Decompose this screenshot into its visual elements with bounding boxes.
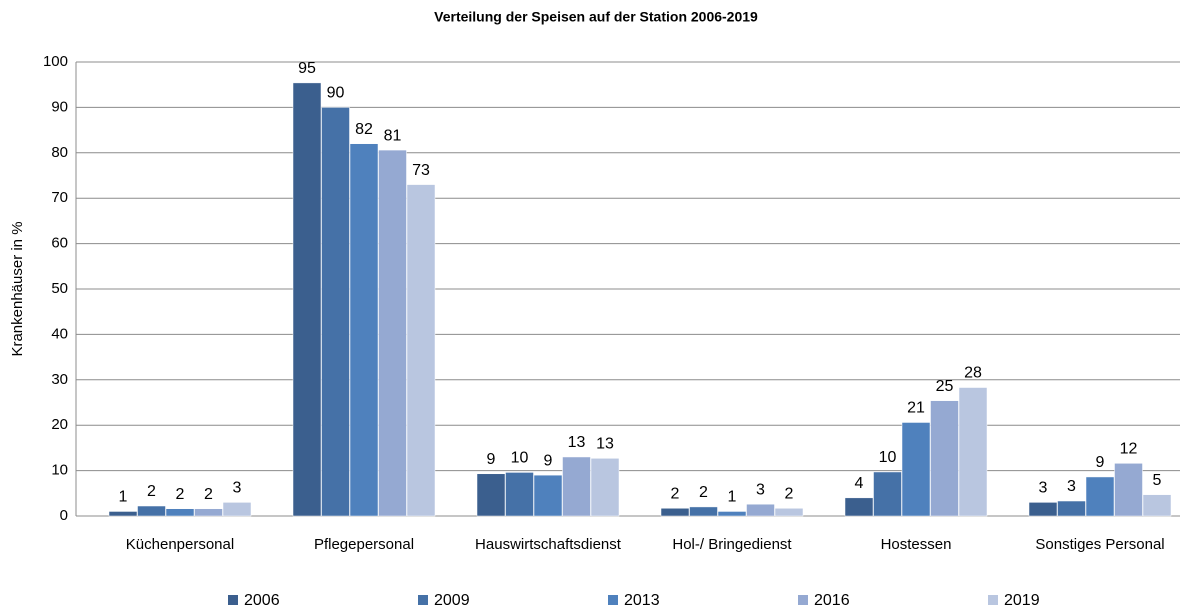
bar: [378, 149, 407, 517]
data-label: 10: [879, 449, 897, 466]
data-label: 3: [233, 480, 242, 497]
legend-label: 2016: [814, 592, 850, 609]
y-tick-label: 40: [51, 325, 68, 342]
bar: [505, 472, 534, 517]
y-tick-label: 50: [51, 280, 68, 297]
bar: [137, 505, 166, 517]
x-tick-label: Sonstiges Personal: [1035, 536, 1164, 553]
bar: [194, 508, 223, 517]
legend-label: 2006: [244, 592, 280, 609]
x-tick-label: Hostessen: [881, 536, 952, 553]
bar: [901, 422, 931, 517]
y-tick-label: 100: [43, 53, 68, 70]
bar: [108, 511, 138, 517]
bar: [321, 107, 350, 517]
data-label: 28: [964, 365, 982, 382]
data-label: 82: [355, 121, 373, 138]
y-tick-label: 10: [51, 462, 68, 479]
x-tick-label: Pflegepersonal: [314, 536, 414, 553]
bar: [1028, 502, 1058, 517]
data-label: 1: [728, 489, 737, 506]
data-label: 81: [384, 127, 402, 144]
bar: [873, 471, 902, 517]
legend-swatch: [608, 595, 618, 605]
bar: [165, 508, 195, 517]
bar: [562, 456, 591, 517]
bar: [774, 508, 804, 517]
legend-swatch: [228, 595, 238, 605]
y-tick-label: 90: [51, 98, 68, 115]
bar: [590, 458, 620, 517]
data-label: 25: [936, 378, 954, 395]
data-label: 73: [412, 162, 430, 179]
bar: [1114, 463, 1143, 517]
legend-swatch: [418, 595, 428, 605]
data-label: 4: [855, 475, 864, 492]
data-label: 13: [596, 436, 614, 453]
y-tick-label: 70: [51, 189, 68, 206]
y-tick-label: 60: [51, 235, 68, 252]
bar: [717, 511, 747, 517]
y-tick-label: 30: [51, 371, 68, 388]
legend-swatch: [798, 595, 808, 605]
data-label: 2: [671, 486, 680, 503]
bar: [533, 474, 563, 517]
y-tick-label: 80: [51, 144, 68, 161]
bar: [689, 506, 718, 517]
data-label: 2: [147, 483, 156, 500]
bar: [349, 143, 379, 517]
legend-label: 2009: [434, 592, 470, 609]
x-tick-label: Hauswirtschaftsdienst: [475, 536, 622, 553]
data-label: 1: [119, 489, 128, 506]
bar: [746, 503, 775, 517]
x-tick-label: Küchenpersonal: [126, 536, 234, 553]
data-label: 90: [327, 85, 345, 102]
data-label: 3: [1039, 480, 1048, 497]
chart-title: Verteilung der Speisen auf der Station 2…: [434, 9, 758, 25]
bar: [1085, 476, 1115, 517]
bar: [476, 473, 506, 517]
data-label: 2: [204, 486, 213, 503]
legend-label: 2019: [1004, 592, 1040, 609]
data-label: 9: [487, 451, 496, 468]
y-tick-label: 0: [60, 507, 68, 524]
y-axis-label: Krankenhäuser in %: [9, 221, 26, 356]
data-label: 3: [756, 481, 765, 498]
data-label: 9: [1096, 454, 1105, 471]
data-label: 13: [568, 434, 586, 451]
data-label: 5: [1153, 472, 1162, 489]
bar: [1057, 500, 1086, 517]
data-label: 9: [544, 452, 553, 469]
bar: [958, 387, 988, 517]
x-tick-label: Hol-/ Bringedienst: [672, 536, 792, 553]
bar: [844, 497, 874, 517]
data-label: 95: [298, 60, 316, 77]
bar: [292, 82, 322, 517]
data-label: 21: [907, 400, 925, 417]
data-label: 12: [1120, 441, 1138, 458]
legend-label: 2013: [624, 592, 660, 609]
data-label: 2: [176, 486, 185, 503]
y-tick-label: 20: [51, 416, 68, 433]
data-label: 10: [511, 450, 529, 467]
data-label: 3: [1067, 478, 1076, 495]
legend-swatch: [988, 595, 998, 605]
bar: [406, 184, 436, 517]
bar: [660, 508, 690, 517]
bar: [1142, 494, 1172, 517]
bar: [222, 502, 252, 517]
bar: [930, 400, 959, 517]
data-label: 2: [699, 484, 708, 501]
data-label: 2: [785, 486, 794, 503]
